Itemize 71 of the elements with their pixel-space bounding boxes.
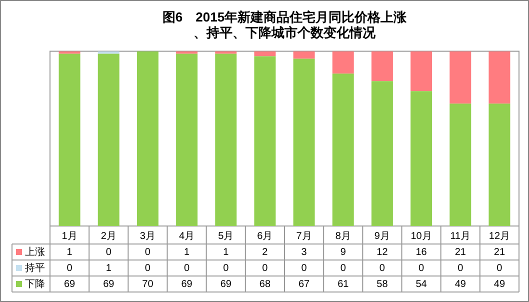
bar (410, 51, 432, 92)
data-label: 3 (301, 246, 308, 258)
x-tick-label: 6月 (257, 230, 273, 242)
data-label: 0 (66, 262, 73, 274)
x-tick-label: 9月 (374, 230, 390, 242)
data-label: 0 (144, 246, 151, 258)
x-tick-label: 3月 (140, 230, 156, 242)
legend-label: 持平 (25, 262, 45, 274)
bar (98, 54, 120, 226)
x-tick-label: 12月 (488, 230, 510, 242)
data-label: 0 (301, 262, 308, 274)
data-label: 0 (106, 246, 112, 258)
bar (293, 58, 315, 226)
x-tick-label: 1月 (62, 230, 78, 242)
data-label: 69 (181, 278, 193, 290)
x-tick-label: 4月 (179, 230, 195, 242)
data-label: 1 (184, 246, 190, 258)
data-label: 1 (223, 246, 230, 258)
data-label: 16 (416, 246, 428, 258)
data-label: 12 (376, 246, 388, 258)
data-label: 69 (103, 278, 115, 290)
data-label: 0 (418, 262, 425, 274)
data-label: 9 (340, 246, 346, 258)
bar (488, 51, 510, 104)
bar (488, 104, 510, 226)
bar (293, 51, 315, 59)
bar (450, 104, 472, 226)
data-label: 1 (106, 262, 112, 274)
chart-title: 图6 2015年新建商品住宅月同比价格上涨、持平、下降城市个数变化情况 (162, 9, 408, 40)
data-label: 0 (223, 262, 230, 274)
bar (371, 51, 393, 82)
data-label: 49 (454, 278, 466, 290)
data-label: 49 (494, 278, 506, 290)
data-label: 67 (298, 278, 310, 290)
data-label: 69 (64, 278, 76, 290)
bar (371, 81, 393, 226)
legend-label: 下降 (25, 278, 45, 290)
data-label: 70 (142, 278, 154, 290)
x-tick-label: 2月 (100, 230, 116, 242)
bar (58, 54, 80, 226)
data-label: 1 (66, 246, 73, 258)
x-tick-label: 8月 (335, 230, 351, 242)
legend-label: 上涨 (25, 246, 45, 258)
bar (136, 51, 158, 226)
bar (176, 54, 198, 226)
data-label: 54 (416, 278, 428, 290)
data-label: 0 (184, 262, 190, 274)
bar (332, 74, 354, 226)
bar (332, 51, 354, 74)
data-label: 2 (262, 246, 268, 258)
data-label: 0 (340, 262, 346, 274)
data-label: 0 (496, 262, 503, 274)
bar (410, 91, 432, 226)
data-label: 61 (338, 278, 350, 290)
bar (254, 51, 276, 56)
bar (254, 56, 276, 226)
data-label: 0 (379, 262, 386, 274)
x-tick-label: 10月 (410, 230, 432, 242)
bar (215, 54, 237, 226)
x-tick-label: 5月 (218, 230, 234, 242)
data-label: 0 (458, 262, 464, 274)
data-label: 21 (454, 246, 466, 258)
data-label: 58 (376, 278, 388, 290)
data-label: 68 (259, 278, 271, 290)
x-tick-label: 7月 (296, 230, 312, 242)
data-label: 0 (144, 262, 151, 274)
x-tick-label: 11月 (450, 230, 471, 242)
data-label: 21 (494, 246, 506, 258)
bar (450, 51, 472, 104)
data-label: 69 (220, 278, 232, 290)
data-label: 0 (262, 262, 268, 274)
